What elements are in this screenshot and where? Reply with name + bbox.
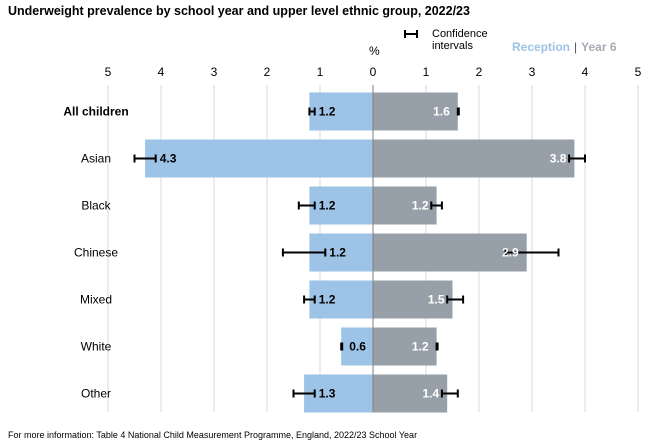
reception-bar [145, 139, 373, 178]
year6-bar [373, 139, 575, 178]
year6-bar [373, 327, 437, 366]
x-tick-label: 3 [211, 65, 218, 79]
year6-value-label: 1.2 [412, 340, 429, 354]
legend-year6: Year 6 [581, 40, 617, 54]
year6-bar [373, 280, 453, 319]
x-tick-label: 1 [423, 65, 430, 79]
year6-bar [373, 92, 458, 131]
legend-reception: Reception [512, 40, 571, 54]
category-label: Chinese [74, 246, 118, 260]
error-bar-icon [404, 30, 418, 38]
reception-value-label: 1.2 [319, 105, 336, 119]
x-tick-label: 4 [582, 65, 589, 79]
reception-value-label: 0.6 [349, 340, 366, 354]
x-tick-label: 2 [264, 65, 271, 79]
x-tick-label: 2 [476, 65, 483, 79]
year6-value-label: 3.8 [550, 152, 567, 166]
x-tick-label: 0 [370, 65, 377, 79]
reception-value-label: 1.2 [319, 199, 336, 213]
category-label: Mixed [80, 293, 112, 307]
category-label: Other [81, 387, 111, 401]
reception-bar [341, 327, 373, 366]
year6-bar [373, 374, 448, 413]
series-legend: Reception | Year 6 [512, 40, 617, 54]
reception-value-label: 1.2 [329, 246, 346, 260]
reception-value-label: 1.3 [319, 387, 336, 401]
reception-value-label: 4.3 [160, 152, 177, 166]
year6-value-label: 1.4 [423, 387, 440, 401]
year6-value-label: 1.5 [428, 293, 445, 307]
footnote: For more information: Table 4 National C… [8, 430, 418, 440]
legend-separator: | [574, 40, 578, 54]
category-label: Black [81, 199, 111, 213]
chart-title: Underweight prevalence by school year an… [8, 4, 470, 18]
x-tick-label: 3 [529, 65, 536, 79]
reception-bar [309, 92, 373, 131]
category-label: White [81, 340, 112, 354]
x-tick-label: 5 [105, 65, 112, 79]
year6-bar [373, 233, 527, 272]
ci-legend-label: Confidence intervals [432, 28, 488, 52]
x-tick-label: 4 [158, 65, 165, 79]
x-tick-label: 1 [317, 65, 324, 79]
reception-bar [309, 280, 373, 319]
category-label: Asian [81, 152, 111, 166]
year6-value-label: 1.2 [412, 199, 429, 213]
x-tick-label: 5 [635, 65, 642, 79]
reception-value-label: 1.2 [319, 293, 336, 307]
year6-bar [373, 186, 437, 225]
unit-label: % [369, 44, 380, 58]
category-label: All children [63, 105, 128, 119]
reception-bar [309, 186, 373, 225]
year6-value-label: 2.9 [502, 246, 519, 260]
year6-value-label: 1.6 [433, 105, 450, 119]
